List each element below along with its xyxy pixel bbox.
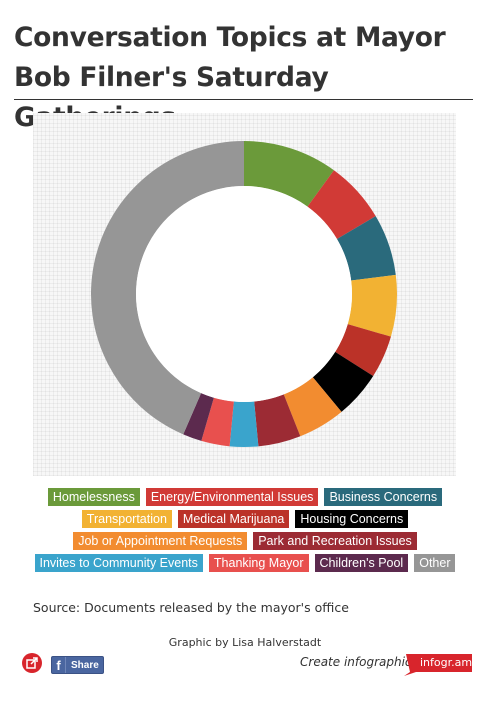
legend-item-park-and-recreation-issues[interactable]: Park and Recreation Issues xyxy=(253,532,417,550)
legend-item-job-or-appointment-requests[interactable]: Job or Appointment Requests xyxy=(73,532,248,550)
donut-slice-transportation[interactable] xyxy=(347,274,397,337)
donut-chart xyxy=(90,141,397,447)
legend-item-other[interactable]: Other xyxy=(414,554,456,572)
legend-item-transportation[interactable]: Transportation xyxy=(81,510,172,528)
source-note: Source: Documents released by the mayor'… xyxy=(33,600,349,615)
facebook-share-button[interactable]: f Share xyxy=(51,656,104,674)
legend-item-medical-marijuana[interactable]: Medical Marijuana xyxy=(177,510,290,528)
legend-item-homelessness[interactable]: Homelessness xyxy=(47,488,140,506)
chart-legend: Homelessness Energy/Environmental Issues B… xyxy=(30,488,460,572)
donut-slice-business-concerns[interactable] xyxy=(336,216,396,281)
infogram-logo-button[interactable]: infogr.am xyxy=(404,652,472,676)
donut-slice-park-and-recreation-issues[interactable] xyxy=(254,394,301,447)
donut-hole xyxy=(136,186,352,402)
legend-row: Invites to Community Events Thanking Mayo… xyxy=(34,554,456,572)
brand-badge-shape xyxy=(404,654,472,676)
graphic-credit: Graphic by Lisa Halverstadt xyxy=(168,636,322,649)
title-divider xyxy=(14,99,473,100)
donut-slice-energy-environmental-issues[interactable] xyxy=(307,170,376,240)
share-label: Share xyxy=(71,659,99,671)
facebook-icon: f xyxy=(52,657,66,673)
legend-item-energy-environmental-issues[interactable]: Energy/Environmental Issues xyxy=(145,488,319,506)
chart-title: Conversation Topics at Mayor Bob Filner'… xyxy=(14,22,446,133)
legend-item-housing-concerns[interactable]: Housing Concerns xyxy=(295,510,409,528)
donut-slice-homelessness[interactable] xyxy=(244,141,334,207)
donut-slice-medical-marijuana[interactable] xyxy=(335,324,391,376)
create-infographics-link[interactable]: Create infographics xyxy=(300,655,418,669)
legend-row: Job or Appointment Requests Park and Recr… xyxy=(73,532,417,550)
donut-slice-housing-concerns[interactable] xyxy=(312,351,374,412)
legend-row: Transportation Medical Marijuana Housing C… xyxy=(81,510,409,528)
legend-item-thanking-mayor[interactable]: Thanking Mayor xyxy=(208,554,309,572)
chart-area xyxy=(33,113,456,476)
legend-row: Homelessness Energy/Environmental Issues B… xyxy=(47,488,443,506)
legend-item-invites-to-community-events[interactable]: Invites to Community Events xyxy=(34,554,203,572)
donut-slice-job-or-appointment-requests[interactable] xyxy=(283,377,342,437)
donut-slice-thanking-mayor[interactable] xyxy=(201,397,234,447)
embed-glyph-icon xyxy=(26,657,38,669)
legend-item-business-concerns[interactable]: Business Concerns xyxy=(324,488,443,506)
donut-slice-invites-to-community-events[interactable] xyxy=(229,401,259,447)
donut-slice-other[interactable] xyxy=(90,141,245,435)
embed-icon[interactable] xyxy=(22,653,42,673)
brand-label: infogr.am xyxy=(420,656,473,669)
legend-item-children-s-pool[interactable]: Children's Pool xyxy=(314,554,409,572)
donut-slice-children-s-pool[interactable] xyxy=(183,393,214,441)
